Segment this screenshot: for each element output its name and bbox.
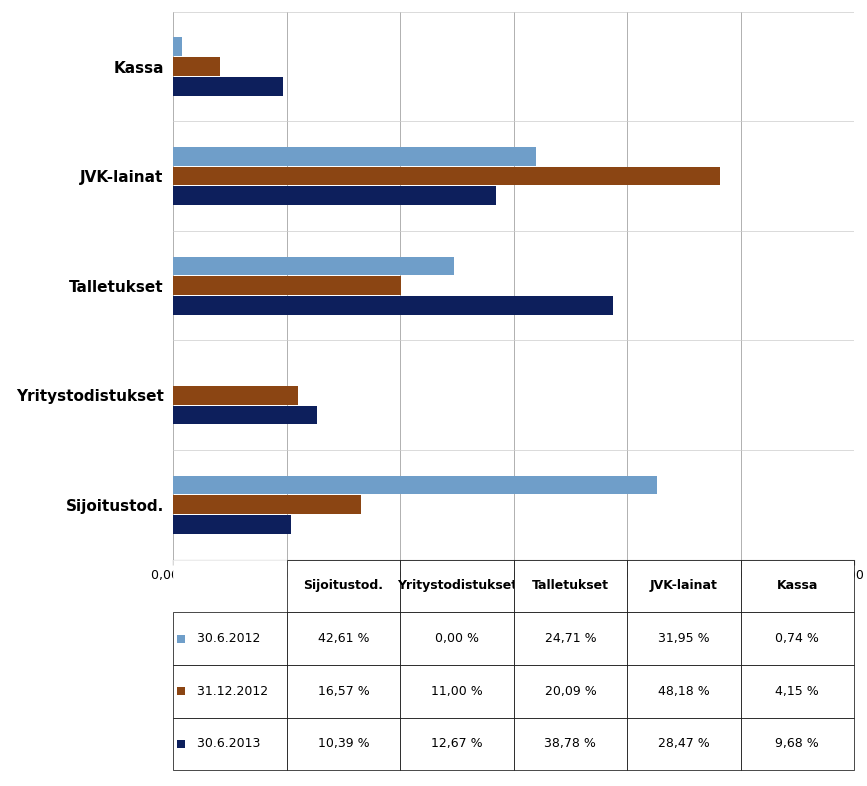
Bar bbox=[173, 186, 496, 205]
Bar bbox=[173, 476, 656, 494]
Bar bbox=[173, 256, 453, 275]
Bar bbox=[173, 296, 613, 314]
Bar bbox=[173, 495, 362, 514]
Bar bbox=[173, 386, 298, 405]
Bar bbox=[173, 57, 220, 76]
Bar bbox=[173, 77, 284, 96]
Bar bbox=[173, 167, 720, 185]
Bar bbox=[173, 147, 536, 166]
Bar bbox=[173, 277, 401, 295]
Bar bbox=[173, 38, 182, 57]
Bar bbox=[173, 406, 317, 424]
Bar bbox=[173, 515, 291, 534]
